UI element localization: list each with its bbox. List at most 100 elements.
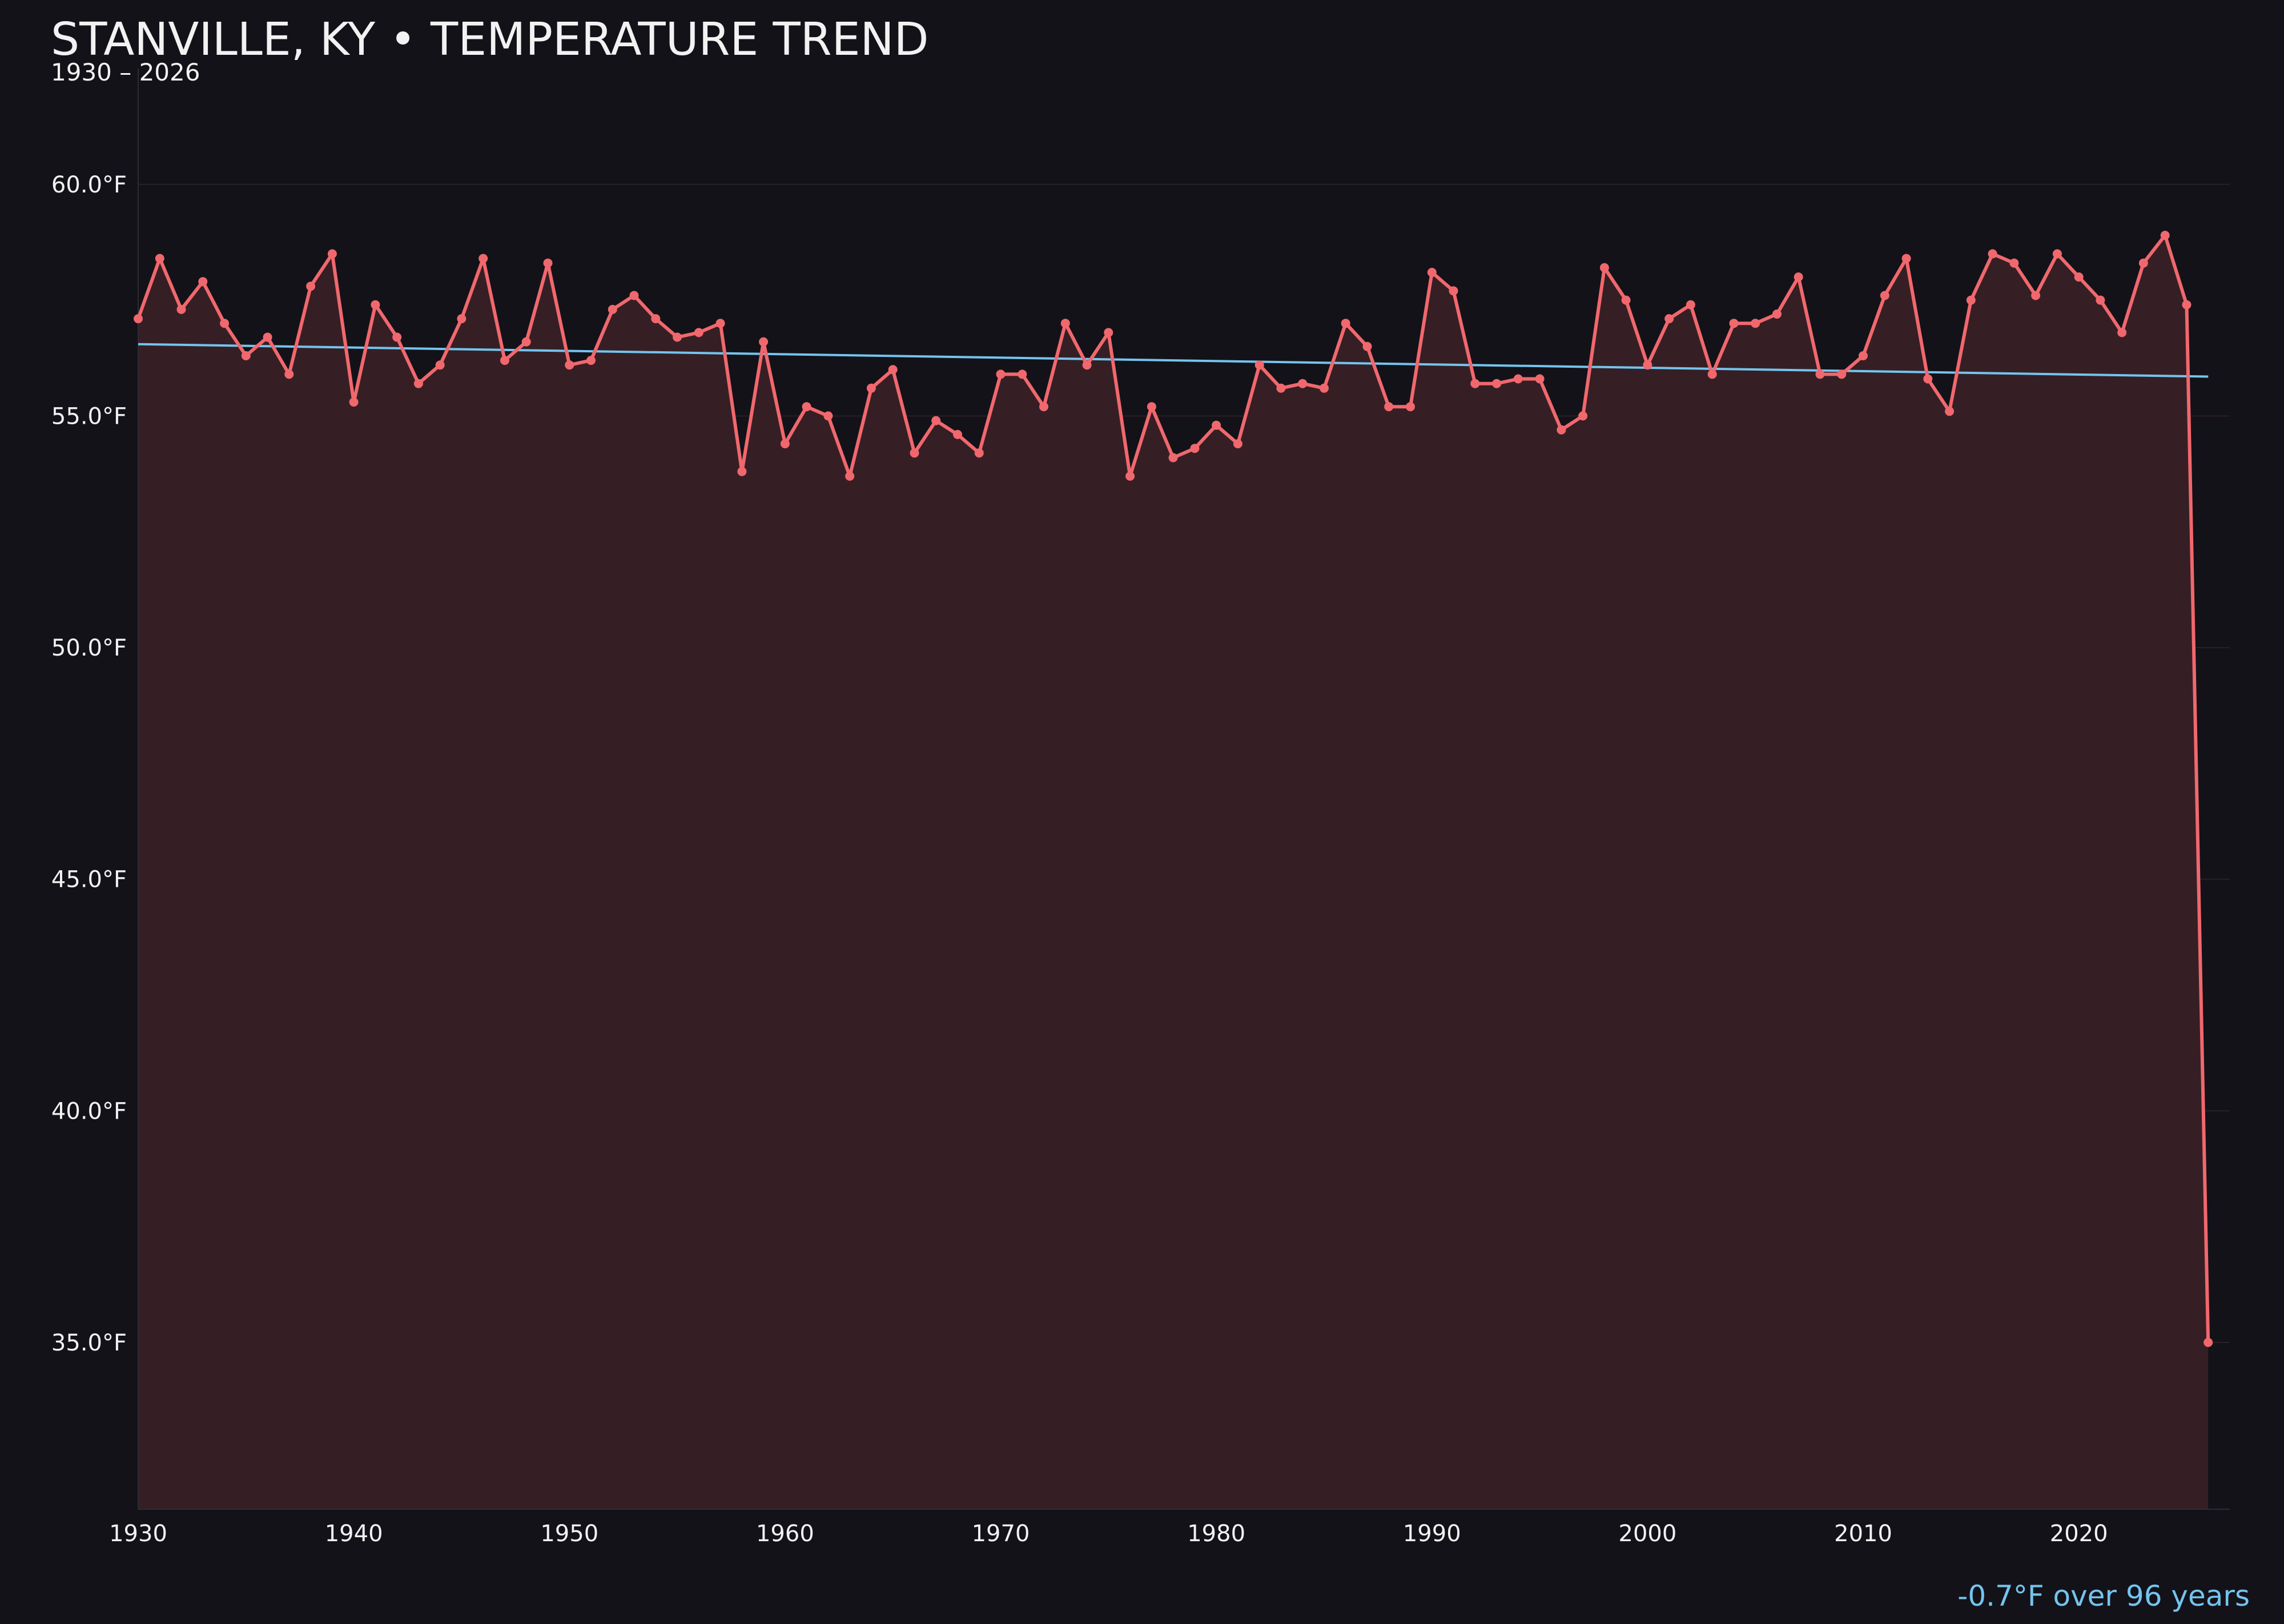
temperature-series	[134, 231, 2213, 1347]
area-under-series	[138, 235, 2209, 1509]
trend-line-segment	[138, 343, 2209, 378]
data-point	[435, 360, 445, 370]
data-point	[715, 319, 725, 328]
data-point	[284, 369, 294, 379]
data-point	[1018, 369, 1027, 379]
data-point	[1233, 439, 1242, 449]
data-point	[2182, 300, 2191, 309]
x-tick-label: 1940	[325, 1521, 383, 1547]
y-tick-label: 45.0°F	[51, 867, 127, 893]
data-point	[1362, 341, 1372, 351]
data-point	[866, 383, 876, 393]
data-point	[1988, 249, 1997, 259]
data-point	[1427, 268, 1437, 277]
data-point	[608, 304, 617, 314]
data-point	[974, 448, 984, 458]
data-point	[1751, 319, 1760, 328]
data-point	[2203, 1337, 2213, 1347]
data-point	[910, 448, 919, 458]
data-point	[1406, 402, 1415, 412]
data-point	[802, 402, 811, 412]
data-point	[327, 249, 337, 259]
data-point	[1664, 314, 1674, 324]
y-tick-label: 60.0°F	[51, 172, 127, 198]
data-point	[953, 429, 962, 439]
data-point	[2096, 295, 2105, 305]
data-point	[737, 467, 747, 476]
data-point	[996, 369, 1006, 379]
data-point	[629, 291, 639, 300]
data-point	[2138, 258, 2148, 268]
data-point	[1815, 369, 1825, 379]
data-point	[1125, 471, 1135, 481]
data-point	[1621, 295, 1631, 305]
data-point	[349, 397, 359, 407]
data-point	[176, 304, 186, 314]
data-point	[1837, 369, 1847, 379]
x-tick-label: 1980	[1187, 1521, 1245, 1547]
data-point	[2074, 272, 2084, 282]
data-point	[1082, 360, 1092, 370]
x-tick-label: 2020	[2050, 1521, 2108, 1547]
data-point	[780, 439, 790, 449]
data-point	[1104, 328, 1113, 337]
trend-line	[138, 343, 2209, 378]
chart-title: STANVILLE, KY • TEMPERATURE TREND	[51, 13, 929, 66]
data-point	[413, 379, 423, 388]
chart-subtitle: 1930 – 2026	[51, 58, 200, 86]
data-point	[392, 332, 402, 342]
data-point	[1384, 402, 1394, 412]
data-point	[1060, 319, 1070, 328]
data-point	[565, 360, 574, 370]
data-point	[1578, 411, 1588, 421]
x-tick-label: 1950	[540, 1521, 598, 1547]
data-point	[694, 328, 703, 337]
x-tick-label: 2010	[1834, 1521, 1892, 1547]
data-point	[1254, 360, 1264, 370]
data-point	[1557, 425, 1566, 435]
data-point	[1147, 402, 1156, 412]
data-point	[457, 314, 467, 324]
data-point	[1686, 300, 1695, 309]
data-point	[1772, 309, 1782, 319]
data-point	[1859, 351, 1868, 360]
data-point	[586, 356, 596, 365]
data-point	[1513, 374, 1523, 384]
data-point	[1901, 254, 1911, 263]
data-point	[1794, 272, 1803, 282]
data-point	[1643, 360, 1652, 370]
data-point	[543, 258, 553, 268]
x-tick-label: 1990	[1403, 1521, 1461, 1547]
data-point	[220, 319, 230, 328]
data-point	[198, 277, 208, 287]
x-tick-label: 1960	[756, 1521, 814, 1547]
x-axis-ticks: 1930 1940 1950 1960 1970 1980 1990 2000 2010 2020	[109, 1521, 2108, 1547]
data-point	[2031, 291, 2041, 300]
area-fill	[138, 235, 2209, 1509]
data-point	[1599, 263, 1609, 272]
data-point	[1212, 420, 1221, 430]
data-point	[888, 365, 898, 375]
data-point	[134, 314, 143, 324]
data-point	[1298, 379, 1308, 388]
data-point	[1707, 369, 1717, 379]
x-tick-label: 1970	[972, 1521, 1030, 1547]
data-point	[2160, 231, 2170, 240]
data-point	[1190, 444, 1200, 453]
data-point	[673, 332, 682, 342]
data-point	[2117, 328, 2127, 337]
data-point	[241, 351, 251, 360]
data-point	[1535, 374, 1545, 384]
data-point	[845, 471, 855, 481]
data-point	[1880, 291, 1889, 300]
y-tick-label: 55.0°F	[51, 403, 127, 429]
data-point	[1945, 407, 1955, 416]
y-tick-label: 35.0°F	[51, 1330, 127, 1356]
y-tick-label: 40.0°F	[51, 1098, 127, 1124]
data-point	[521, 337, 531, 347]
data-point	[1470, 379, 1480, 388]
y-tick-label: 50.0°F	[51, 635, 127, 661]
data-point	[1168, 453, 1178, 463]
